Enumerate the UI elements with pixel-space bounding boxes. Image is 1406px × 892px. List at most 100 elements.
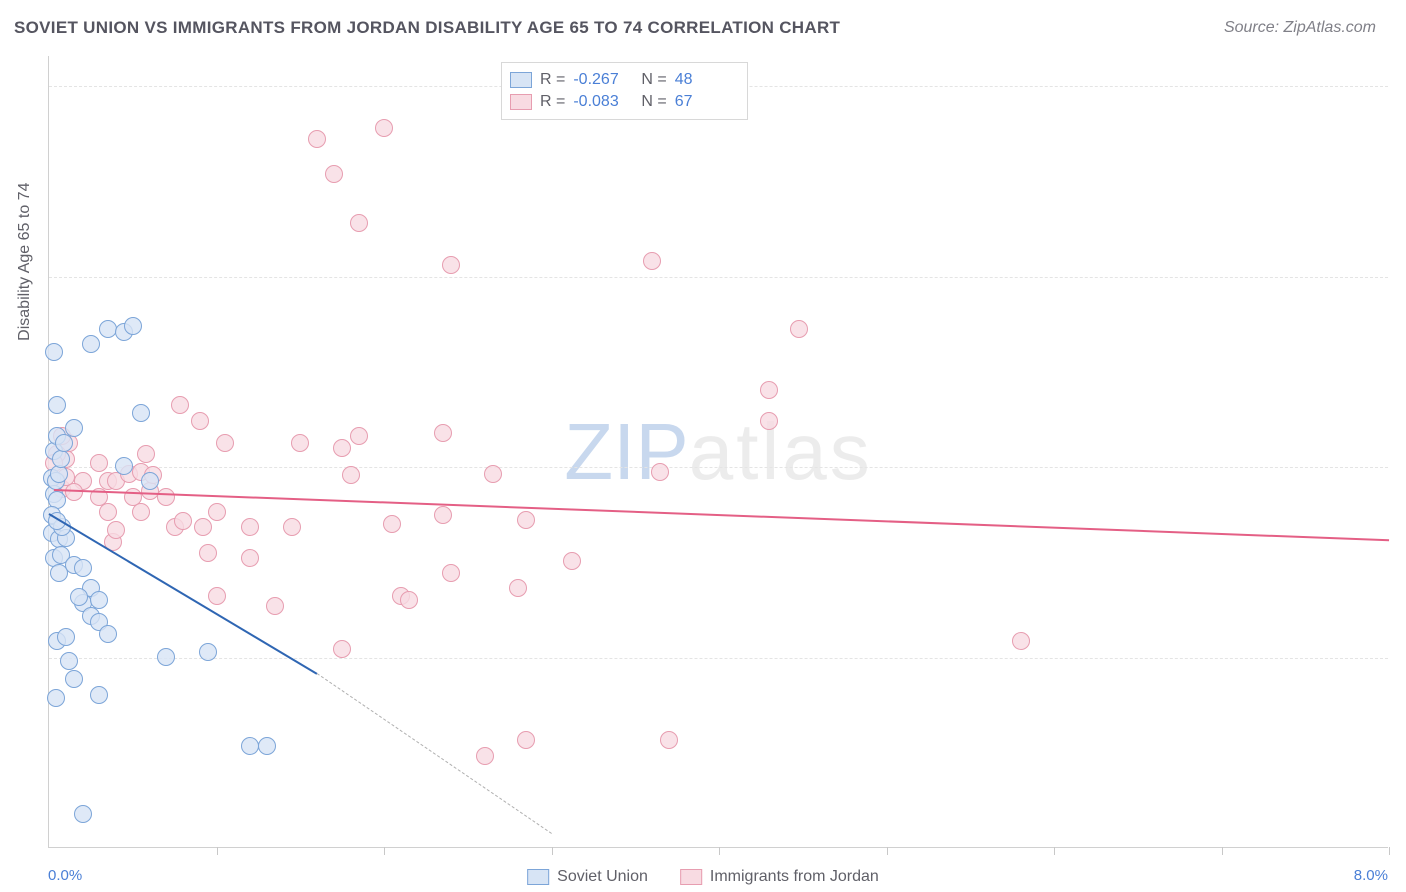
x-tick	[552, 847, 553, 855]
scatter-point-jordan	[333, 640, 351, 658]
scatter-point-jordan	[194, 518, 212, 536]
scatter-point-jordan	[563, 552, 581, 570]
r-value-jordan: -0.083	[573, 93, 633, 111]
scatter-point-jordan	[342, 466, 360, 484]
x-tick	[1222, 847, 1223, 855]
scatter-point-jordan	[651, 463, 669, 481]
n-label: N =	[641, 93, 666, 111]
scatter-point-soviet	[90, 591, 108, 609]
scatter-point-jordan	[266, 597, 284, 615]
stats-row-jordan: R = -0.083 N = 67	[510, 91, 735, 113]
scatter-point-jordan	[216, 434, 234, 452]
scatter-point-jordan	[1012, 632, 1030, 650]
scatter-point-jordan	[308, 130, 326, 148]
scatter-point-jordan	[199, 544, 217, 562]
y-tick-label: 50.0%	[1394, 78, 1406, 95]
scatter-point-jordan	[325, 165, 343, 183]
trend-line-extension	[317, 673, 552, 834]
chart-header: SOVIET UNION VS IMMIGRANTS FROM JORDAN D…	[0, 0, 1406, 48]
chart-plot-area: ZIPatlas R = -0.267 N = 48 R = -0.083 N …	[48, 56, 1388, 848]
scatter-point-soviet	[52, 450, 70, 468]
correlation-stats-legend: R = -0.267 N = 48 R = -0.083 N = 67	[501, 62, 748, 120]
chart-title: SOVIET UNION VS IMMIGRANTS FROM JORDAN D…	[14, 18, 840, 38]
x-tick	[1389, 847, 1390, 855]
scatter-point-jordan	[509, 579, 527, 597]
scatter-point-jordan	[790, 320, 808, 338]
scatter-point-jordan	[400, 591, 418, 609]
scatter-point-soviet	[48, 396, 66, 414]
x-tick	[217, 847, 218, 855]
stats-row-soviet: R = -0.267 N = 48	[510, 69, 735, 91]
scatter-point-jordan	[434, 506, 452, 524]
scatter-point-jordan	[132, 503, 150, 521]
scatter-point-jordan	[283, 518, 301, 536]
legend-label-soviet: Soviet Union	[557, 868, 648, 886]
y-tick-label: 12.5%	[1394, 649, 1406, 666]
watermark-atlas: atlas	[689, 407, 873, 496]
x-axis-min-label: 0.0%	[48, 867, 82, 884]
scatter-point-soviet	[70, 588, 88, 606]
n-value-jordan: 67	[675, 93, 735, 111]
scatter-point-soviet	[99, 625, 117, 643]
scatter-point-jordan	[643, 252, 661, 270]
scatter-point-soviet	[55, 434, 73, 452]
x-axis-max-label: 8.0%	[1354, 867, 1388, 884]
scatter-point-jordan	[517, 511, 535, 529]
scatter-point-jordan	[171, 396, 189, 414]
scatter-point-soviet	[74, 559, 92, 577]
x-tick	[887, 847, 888, 855]
scatter-point-jordan	[760, 381, 778, 399]
scatter-point-soviet	[132, 404, 150, 422]
n-value-soviet: 48	[675, 71, 735, 89]
scatter-point-soviet	[65, 670, 83, 688]
scatter-point-jordan	[350, 427, 368, 445]
x-tick	[384, 847, 385, 855]
y-axis-label: Disability Age 65 to 74	[16, 183, 34, 341]
gridline	[49, 277, 1388, 278]
scatter-point-soviet	[90, 686, 108, 704]
scatter-point-jordan	[208, 503, 226, 521]
scatter-point-jordan	[350, 214, 368, 232]
scatter-point-jordan	[241, 549, 259, 567]
scatter-point-jordan	[107, 521, 125, 539]
scatter-point-jordan	[442, 564, 460, 582]
series-legend: Soviet Union Immigrants from Jordan	[527, 868, 879, 886]
scatter-point-soviet	[74, 805, 92, 823]
watermark-zip: ZIP	[564, 407, 688, 496]
y-tick-label: 25.0%	[1394, 459, 1406, 476]
chart-source: Source: ZipAtlas.com	[1224, 19, 1376, 37]
watermark: ZIPatlas	[564, 406, 872, 498]
scatter-point-soviet	[199, 643, 217, 661]
scatter-point-soviet	[241, 737, 259, 755]
scatter-point-jordan	[476, 747, 494, 765]
swatch-jordan	[510, 94, 532, 110]
scatter-point-jordan	[208, 587, 226, 605]
scatter-point-soviet	[82, 335, 100, 353]
r-label: R =	[540, 93, 565, 111]
scatter-point-soviet	[141, 472, 159, 490]
x-tick	[719, 847, 720, 855]
scatter-point-jordan	[137, 445, 155, 463]
swatch-soviet	[510, 72, 532, 88]
scatter-point-jordan	[484, 465, 502, 483]
scatter-point-soviet	[57, 628, 75, 646]
scatter-point-soviet	[99, 320, 117, 338]
scatter-point-jordan	[157, 488, 175, 506]
legend-swatch-soviet	[527, 869, 549, 885]
scatter-point-soviet	[258, 737, 276, 755]
r-value-soviet: -0.267	[573, 71, 633, 89]
scatter-point-jordan	[241, 518, 259, 536]
scatter-point-jordan	[191, 412, 209, 430]
scatter-point-jordan	[65, 483, 83, 501]
scatter-point-jordan	[174, 512, 192, 530]
legend-item-soviet: Soviet Union	[527, 868, 648, 886]
scatter-point-soviet	[47, 689, 65, 707]
scatter-point-jordan	[442, 256, 460, 274]
scatter-point-jordan	[760, 412, 778, 430]
scatter-point-jordan	[99, 503, 117, 521]
n-label: N =	[641, 71, 666, 89]
scatter-point-jordan	[660, 731, 678, 749]
x-tick	[1054, 847, 1055, 855]
scatter-point-soviet	[45, 343, 63, 361]
gridline	[49, 658, 1388, 659]
